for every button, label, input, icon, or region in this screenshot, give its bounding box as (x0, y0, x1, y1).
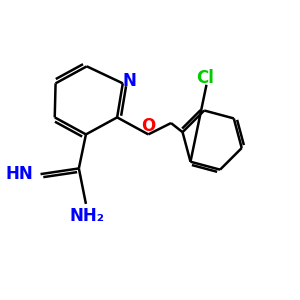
Text: NH₂: NH₂ (70, 207, 105, 225)
Text: HN: HN (6, 165, 34, 183)
Text: O: O (141, 118, 155, 136)
Text: Cl: Cl (196, 69, 214, 87)
Text: N: N (122, 72, 136, 90)
